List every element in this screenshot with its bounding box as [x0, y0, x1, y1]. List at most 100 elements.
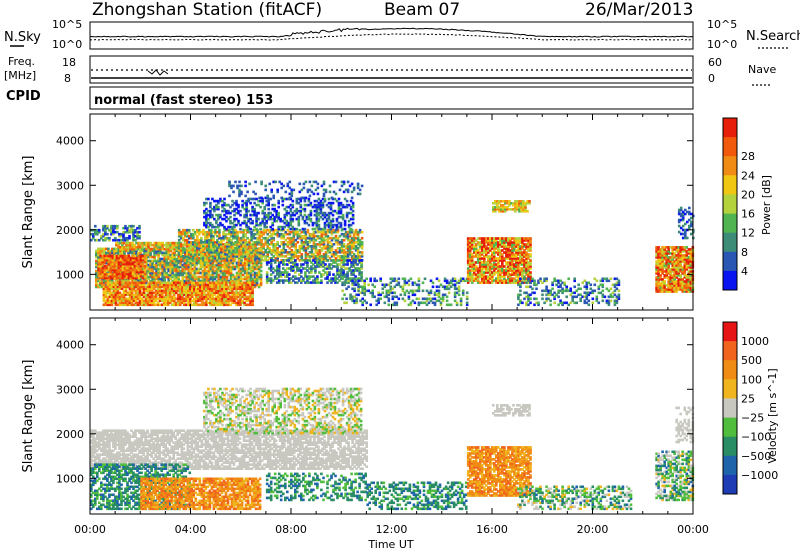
power-cell [324, 247, 328, 250]
power-cell [288, 277, 291, 280]
power-cell [95, 269, 98, 273]
power-cell [241, 221, 244, 225]
power-cell [156, 289, 160, 293]
power-cell [129, 241, 132, 245]
power-cell [172, 289, 176, 293]
power-cell [317, 213, 321, 217]
power-cell [238, 245, 241, 248]
power-cell [317, 227, 321, 231]
power-cell [189, 287, 192, 291]
power-cell [300, 275, 303, 278]
power-cell [211, 275, 215, 279]
power-cell [247, 263, 251, 267]
power-cell [209, 289, 212, 293]
power-cell [275, 267, 279, 270]
power-cell [256, 257, 259, 260]
power-cell [203, 287, 206, 291]
power-cell [217, 217, 220, 221]
power-cell [300, 279, 303, 282]
power-cell [251, 205, 254, 209]
power-cell [126, 230, 129, 234]
power-cell [235, 265, 239, 269]
power-cell [230, 186, 233, 190]
power-cell [218, 230, 221, 234]
power-cell [346, 249, 350, 252]
power-cell [215, 285, 218, 289]
power-cell [209, 223, 212, 227]
power-cell [105, 268, 109, 272]
power-cell [167, 275, 170, 279]
power-cell [227, 265, 231, 269]
power-cell [126, 236, 129, 240]
power-cell [283, 207, 287, 211]
power-cell [205, 277, 209, 281]
power-cell [358, 238, 362, 242]
power-cell [307, 199, 311, 203]
power-cell [310, 232, 314, 236]
power-cell [206, 245, 209, 248]
power-cell [255, 211, 258, 215]
power-cell [247, 287, 250, 291]
power-cell [235, 261, 239, 265]
power-cell [337, 197, 341, 201]
power-cell [186, 241, 189, 244]
power-cell [246, 245, 249, 248]
power-cell [225, 279, 229, 283]
power-cell [350, 243, 354, 246]
power-cell [195, 287, 198, 291]
power-cell [337, 205, 341, 209]
power-cell [240, 247, 243, 250]
power-cell [241, 301, 244, 305]
power-cell [197, 289, 200, 293]
power-cell [326, 228, 330, 232]
power-cell [179, 273, 182, 277]
power-cell [177, 255, 181, 258]
power-cell [187, 261, 191, 265]
power-cell [134, 238, 137, 242]
power-cell [248, 247, 251, 250]
power-cell [123, 260, 127, 264]
power-cell [352, 271, 355, 274]
power-cell [373, 285, 376, 289]
power-cell [340, 271, 343, 274]
power-cell [203, 285, 206, 289]
power-cell [259, 259, 263, 263]
power-cell [315, 205, 319, 209]
power-cell [202, 257, 205, 260]
power-cell [135, 256, 139, 260]
power-cell [101, 249, 104, 253]
power-cell [327, 201, 331, 205]
power-cell [225, 267, 229, 271]
power-cell [227, 281, 230, 285]
power-cell [170, 299, 174, 303]
power-cell [228, 243, 231, 246]
power-cell [107, 276, 111, 280]
power-cell [254, 247, 257, 250]
power-cell [170, 283, 174, 287]
power-cell [114, 236, 117, 240]
power-cell [221, 297, 224, 301]
power-cell [276, 257, 279, 260]
power-cell [107, 249, 110, 253]
power-cell [312, 234, 316, 238]
power-cell [270, 241, 273, 244]
power-cell [197, 267, 201, 271]
power-cell [224, 253, 227, 256]
power-cell [129, 245, 132, 249]
power-cell [185, 277, 189, 281]
power-cell [239, 299, 242, 303]
power-cell [186, 247, 189, 250]
power-cell [312, 236, 316, 240]
power-cell [127, 256, 131, 260]
power-cell [133, 258, 137, 262]
power-cell [144, 295, 148, 299]
power-cell [304, 236, 308, 240]
power-cell [349, 211, 353, 215]
power-cell [131, 279, 134, 283]
power-cell [150, 295, 154, 299]
power-cell [286, 271, 289, 274]
power-cell [242, 247, 245, 250]
power-cell [361, 289, 364, 293]
power-cell [286, 279, 289, 282]
power-cell [270, 190, 273, 194]
